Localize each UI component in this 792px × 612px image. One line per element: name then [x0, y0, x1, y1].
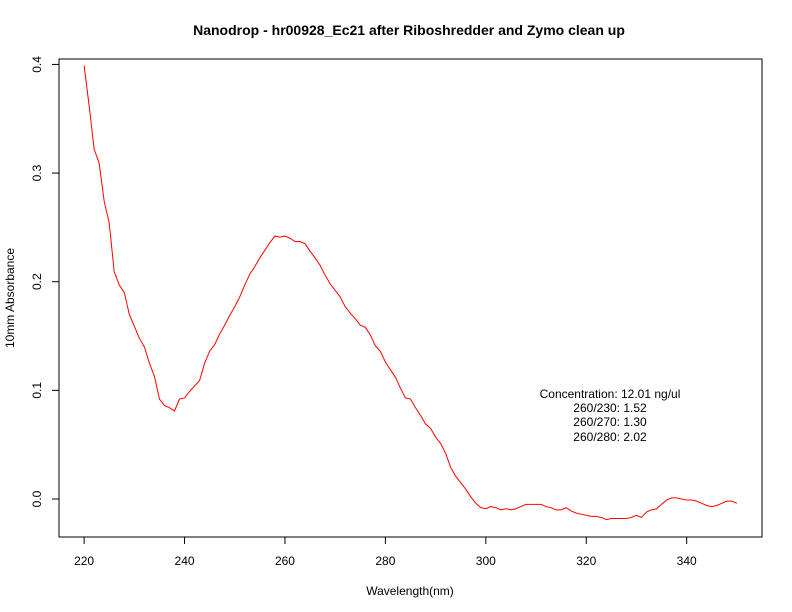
chart-title: Nanodrop - hr00928_Ec21 after Riboshredd… [193, 22, 625, 38]
annotation-ratio-260-230: 260/230: 1.52 [573, 401, 647, 415]
absorbance-series-line [83, 65, 738, 521]
x-tick-label: 300 [476, 554, 496, 568]
x-tick-label: 340 [677, 554, 697, 568]
x-axis: 220 240 260 280 300 320 340 [74, 537, 697, 568]
x-tick-label: 240 [175, 554, 195, 568]
x-axis-label: Wavelength(nm) [366, 584, 454, 598]
x-tick-label: 280 [375, 554, 395, 568]
x-tick-label: 220 [74, 554, 94, 568]
x-tick-label: 320 [576, 554, 596, 568]
y-tick-label: 0.0 [30, 490, 44, 507]
x-tick-label: 260 [275, 554, 295, 568]
annotation-ratio-260-270: 260/270: 1.30 [573, 415, 647, 429]
y-tick-label: 0.1 [30, 382, 44, 399]
annotation-concentration: Concentration: 12.01 ng/ul [540, 387, 681, 401]
annotation-ratio-260-280: 260/280: 2.02 [573, 430, 647, 444]
y-tick-label: 0.3 [30, 164, 44, 181]
plot-frame [58, 58, 763, 538]
y-tick-label: 0.4 [30, 56, 44, 73]
y-axis: 0.0 0.1 0.2 0.3 0.4 [30, 56, 59, 507]
y-axis-label: 10mm Absorbance [3, 248, 17, 348]
stats-annotation: Concentration: 12.01 ng/ul 260/230: 1.52… [540, 387, 681, 444]
y-tick-label: 0.2 [30, 273, 44, 290]
